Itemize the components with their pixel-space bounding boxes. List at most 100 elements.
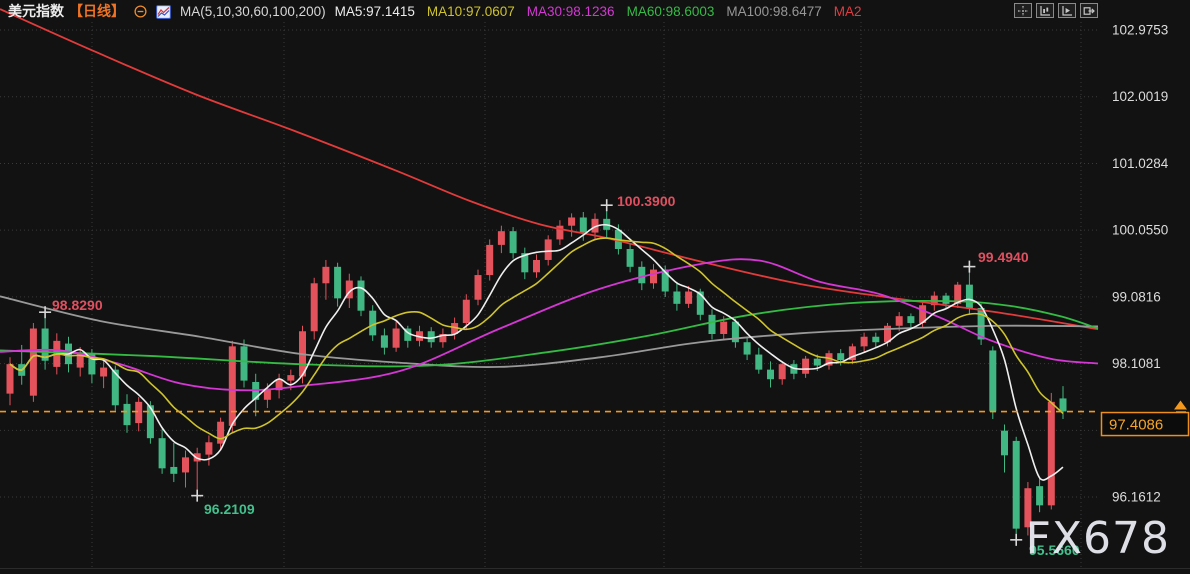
candle: [685, 291, 693, 304]
legend-item-5: MA2: [833, 4, 862, 19]
candle: [965, 284, 973, 308]
candle: [100, 367, 108, 377]
period-label: 【日线】: [69, 3, 125, 19]
current-price-value: 97.4086: [1109, 417, 1163, 434]
candles-layer: [6, 207, 1067, 538]
candle: [404, 328, 412, 341]
candle: [907, 316, 915, 324]
candle: [217, 421, 225, 444]
candle: [170, 466, 178, 474]
candle: [41, 328, 49, 361]
candle: [88, 353, 96, 375]
ma-line-ma10: [9, 237, 1064, 440]
candle: [369, 310, 377, 336]
axis-candles-button[interactable]: [1036, 3, 1054, 18]
candle: [509, 231, 517, 254]
price-annotation: 98.8290: [52, 297, 103, 313]
candle: [696, 291, 704, 315]
candle: [1024, 488, 1032, 528]
collapse-icon[interactable]: [134, 5, 147, 18]
legend-item-2: MA30:98.1236: [526, 4, 615, 19]
price-annotation: 100.3900: [617, 193, 676, 209]
candle: [544, 239, 552, 260]
candle: [919, 305, 927, 324]
scroll-to-latest-icon[interactable]: [1174, 400, 1187, 410]
candle: [6, 364, 14, 394]
candle: [579, 217, 587, 233]
candle: [767, 369, 774, 380]
price-annotation: 95.5660: [1029, 542, 1080, 558]
candle: [427, 331, 435, 343]
candle: [310, 283, 318, 332]
candle: [380, 335, 388, 348]
candle: [135, 401, 143, 424]
candle: [275, 379, 283, 391]
candle: [158, 438, 166, 469]
candle: [743, 342, 751, 355]
candle: [942, 295, 950, 304]
candle: [1036, 486, 1044, 506]
candle: [357, 280, 365, 311]
axis-price-label: 102.0019: [1112, 89, 1168, 104]
ma-settings-label: MA(5,10,30,60,100,200): [180, 4, 326, 19]
axis-price-label: 101.0284: [1112, 156, 1169, 171]
legend-item-0: MA5:97.1415: [334, 4, 415, 19]
chart-header: 美元指数 【日线】 MA(5,10,30,60,100,200) MA5:97.1…: [8, 3, 862, 20]
candle: [123, 403, 131, 426]
mini-chart-icon[interactable]: [156, 4, 171, 19]
annotations-layer: 98.8290 100.3900 99.4940 96.2109 95.5660: [39, 193, 1080, 558]
current-price-badge: 97.4086: [1100, 400, 1190, 437]
candle: [591, 218, 599, 233]
candle: [392, 328, 400, 348]
candle: [521, 253, 529, 273]
legend-item-3: MA60:98.6003: [626, 4, 715, 19]
candle: [778, 364, 786, 380]
pop-out-icon: [1083, 6, 1095, 15]
axis-candles-icon: [1040, 5, 1050, 16]
axis-price-label: 102.9753: [1112, 23, 1168, 38]
candle: [626, 249, 634, 267]
candle: [1047, 401, 1055, 506]
candle: [334, 266, 342, 299]
candle: [848, 346, 856, 361]
axis-price-label: 98.1081: [1112, 356, 1161, 371]
candle: [954, 284, 962, 304]
candle: [872, 336, 880, 343]
candle: [322, 266, 330, 284]
candle: [650, 269, 657, 284]
candle: [240, 346, 248, 381]
candle: [860, 336, 868, 347]
candle: [673, 291, 681, 304]
candle: [76, 353, 84, 368]
candle: [533, 259, 540, 273]
ma-line-ma200: [0, 8, 1099, 331]
candle: [486, 244, 494, 276]
candle: [1001, 430, 1008, 456]
candle: [802, 358, 810, 374]
candle: [1012, 440, 1020, 529]
price-annotation: 99.4940: [978, 249, 1029, 265]
chart-toolbar: [1014, 3, 1098, 18]
ma-line-ma100: [0, 295, 1099, 368]
axis-play-icon: [1062, 5, 1072, 16]
candle: [556, 225, 564, 240]
pop-out-button[interactable]: [1080, 3, 1098, 18]
ma-line-ma60: [0, 300, 1099, 368]
candle: [837, 353, 845, 361]
move-tool-button[interactable]: [1014, 3, 1032, 18]
watermark: FX678: [1025, 513, 1170, 564]
ma-legend: MA5:97.1415 MA10:97.0607 MA30:98.1236 MA60:…: [335, 3, 862, 20]
candle: [345, 280, 353, 299]
candle: [29, 328, 37, 396]
candle: [708, 314, 716, 334]
candle: [813, 358, 821, 366]
legend-item-1: MA10:97.0607: [426, 4, 515, 19]
candle: [228, 346, 236, 426]
candle: [263, 388, 271, 400]
candle: [884, 325, 891, 343]
axis-play-button[interactable]: [1058, 3, 1076, 18]
candle: [638, 266, 646, 284]
candle: [661, 269, 669, 292]
